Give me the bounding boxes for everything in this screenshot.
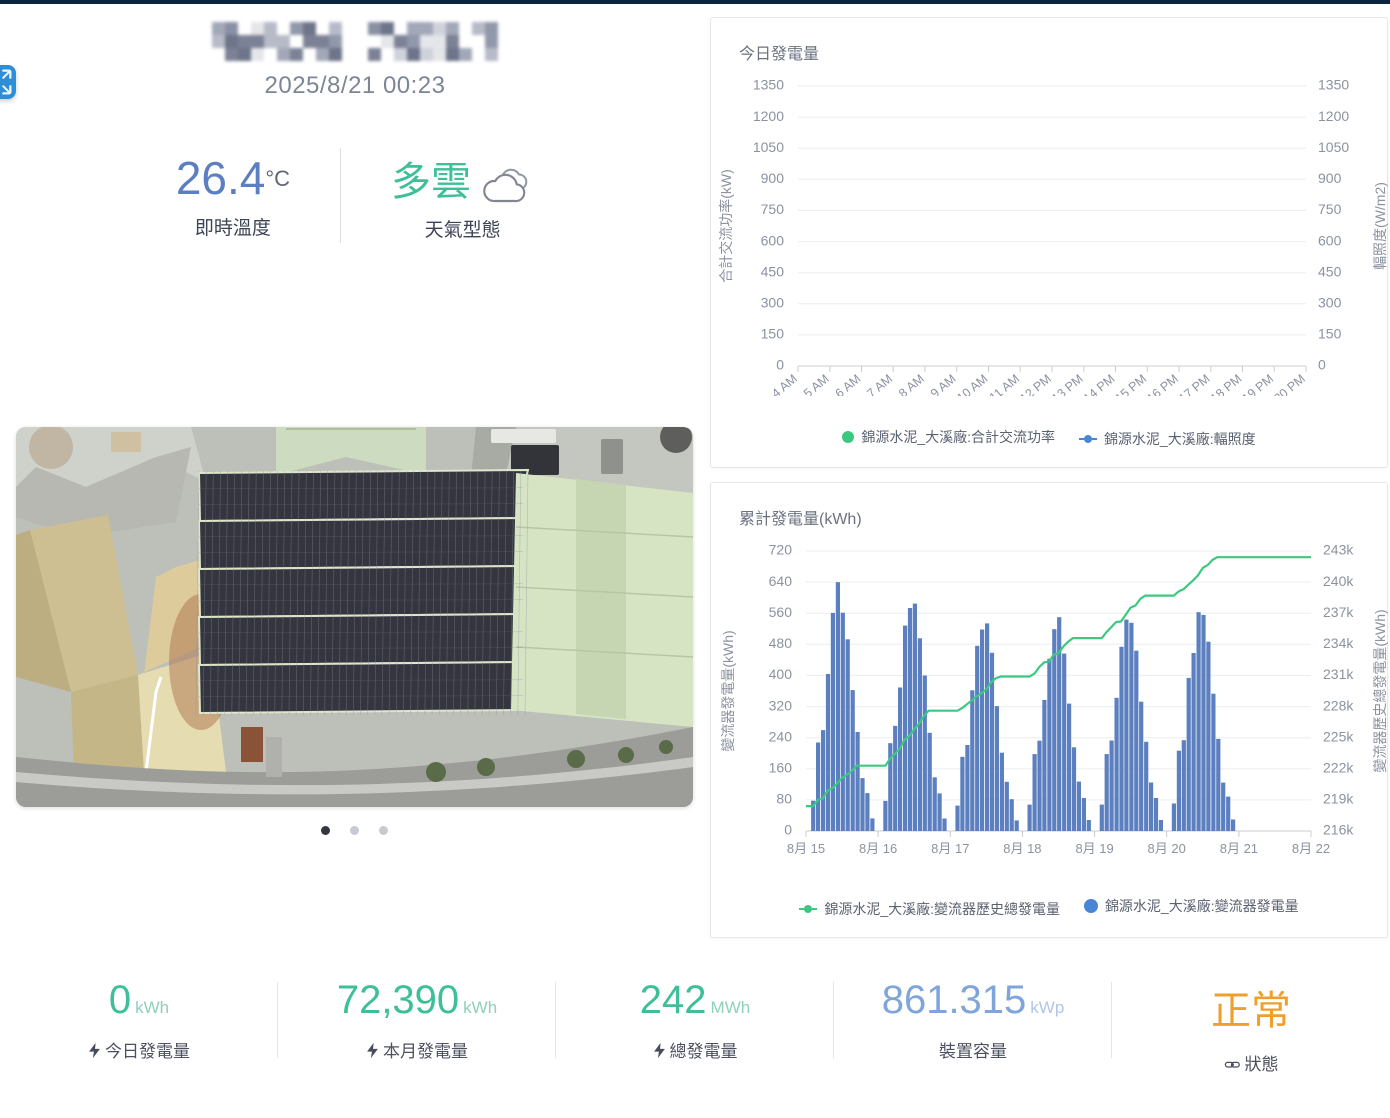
svg-text:8月 18: 8月 18: [1003, 841, 1041, 856]
svg-text:15 PM: 15 PM: [1112, 372, 1149, 396]
svg-text:5 AM: 5 AM: [801, 372, 832, 396]
svg-text:900: 900: [761, 170, 785, 186]
svg-text:750: 750: [761, 201, 785, 217]
svg-text:1050: 1050: [753, 139, 784, 155]
svg-text:480: 480: [769, 635, 793, 651]
svg-text:17 PM: 17 PM: [1176, 372, 1213, 396]
svg-text:0: 0: [784, 822, 792, 838]
svg-text:19 PM: 19 PM: [1239, 372, 1276, 396]
svg-text:228k: 228k: [1323, 697, 1354, 713]
svg-text:450: 450: [1318, 263, 1342, 279]
svg-text:300: 300: [761, 295, 785, 311]
svg-text:160: 160: [769, 760, 793, 776]
svg-text:900: 900: [1318, 170, 1342, 186]
svg-text:640: 640: [769, 573, 793, 589]
svg-text:240: 240: [769, 728, 793, 744]
svg-text:8月 19: 8月 19: [1075, 841, 1113, 856]
svg-text:400: 400: [769, 666, 793, 682]
svg-text:14 PM: 14 PM: [1081, 372, 1118, 396]
svg-text:20 PM: 20 PM: [1271, 372, 1308, 396]
svg-text:600: 600: [1318, 232, 1342, 248]
svg-text:8月 17: 8月 17: [931, 841, 969, 856]
svg-text:18 PM: 18 PM: [1208, 372, 1245, 396]
svg-text:225k: 225k: [1323, 728, 1354, 744]
svg-text:450: 450: [761, 263, 785, 279]
svg-text:237k: 237k: [1323, 604, 1354, 620]
svg-text:7 AM: 7 AM: [864, 372, 895, 396]
svg-text:8月 15: 8月 15: [787, 841, 825, 856]
svg-text:9 AM: 9 AM: [928, 372, 959, 396]
svg-text:8月 16: 8月 16: [859, 841, 897, 856]
svg-text:216k: 216k: [1323, 822, 1354, 838]
svg-text:8月 21: 8月 21: [1220, 841, 1258, 856]
svg-text:1350: 1350: [1318, 77, 1349, 93]
svg-text:10 AM: 10 AM: [954, 372, 990, 396]
svg-text:6 AM: 6 AM: [833, 372, 864, 396]
svg-text:219k: 219k: [1323, 791, 1354, 807]
svg-text:1350: 1350: [753, 77, 784, 93]
svg-text:0: 0: [1318, 357, 1326, 373]
svg-text:80: 80: [776, 791, 792, 807]
svg-text:8 AM: 8 AM: [896, 372, 927, 396]
svg-text:8月 20: 8月 20: [1148, 841, 1186, 856]
svg-text:750: 750: [1318, 201, 1342, 217]
svg-text:1200: 1200: [1318, 108, 1349, 124]
svg-text:300: 300: [1318, 295, 1342, 311]
svg-text:16 PM: 16 PM: [1144, 372, 1181, 396]
svg-text:222k: 222k: [1323, 760, 1354, 776]
svg-text:輻照度(W/m2): 輻照度(W/m2): [1372, 182, 1388, 270]
svg-text:720: 720: [769, 542, 793, 558]
svg-text:1200: 1200: [753, 108, 784, 124]
svg-text:8月 22: 8月 22: [1292, 841, 1330, 856]
svg-text:變流器發電量(kWh): 變流器發電量(kWh): [720, 630, 736, 751]
svg-text:600: 600: [761, 232, 785, 248]
svg-text:0: 0: [776, 357, 784, 373]
svg-text:變流器歷史總發電量(kWh): 變流器歷史總發電量(kWh): [1372, 609, 1388, 772]
svg-text:150: 150: [761, 326, 785, 342]
svg-text:1050: 1050: [1318, 139, 1349, 155]
svg-text:320: 320: [769, 697, 793, 713]
svg-text:231k: 231k: [1323, 666, 1354, 682]
svg-text:4 AM: 4 AM: [769, 372, 800, 396]
svg-text:11 AM: 11 AM: [987, 372, 1022, 396]
svg-text:合計交流功率(kW): 合計交流功率(kW): [718, 169, 734, 283]
svg-text:243k: 243k: [1323, 542, 1354, 558]
svg-text:12 PM: 12 PM: [1017, 372, 1054, 396]
svg-text:560: 560: [769, 604, 793, 620]
svg-text:234k: 234k: [1323, 635, 1354, 651]
svg-text:240k: 240k: [1323, 573, 1354, 589]
svg-text:150: 150: [1318, 326, 1342, 342]
svg-text:13 PM: 13 PM: [1049, 372, 1086, 396]
